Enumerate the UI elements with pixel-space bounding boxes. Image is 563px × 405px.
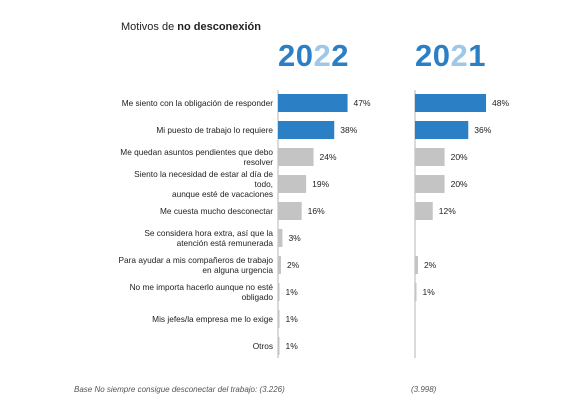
category-label: Mi puesto de trabajo lo requiere bbox=[156, 125, 273, 135]
category-label-line: Para ayudar a mis compañeros de trabajo bbox=[119, 255, 274, 265]
category-label-line: Otros bbox=[253, 341, 273, 351]
category-label: Para ayudar a mis compañeros de trabajo e… bbox=[119, 255, 274, 275]
category-label-line: Me siento con la obligación de responder bbox=[122, 98, 274, 108]
data-label-2022: 47% bbox=[354, 98, 371, 108]
footer-base-2022: Base No siempre consigue desconectar del… bbox=[74, 385, 285, 394]
category-label: Me siento con la obligación de responder bbox=[122, 98, 274, 108]
category-label: Me quedan asuntos pendientes que debo res… bbox=[120, 147, 273, 167]
category-label-line: Siento la necesidad de estar al día de bbox=[134, 169, 273, 179]
bar-2022 bbox=[278, 121, 335, 139]
title-prefix: Motivos de bbox=[121, 21, 178, 33]
category-label: No me importa hacerlo aunque no esté obli… bbox=[130, 282, 274, 302]
data-label-2021: 48% bbox=[492, 98, 509, 108]
data-label-2022: 2% bbox=[287, 260, 300, 270]
bar-2021 bbox=[415, 256, 418, 274]
year-2021-part2: 2 bbox=[450, 38, 469, 73]
year-2022-heading: 2022 bbox=[278, 38, 349, 74]
bar-2021 bbox=[415, 148, 445, 166]
category-label-line: Mis jefes/la empresa me lo exige bbox=[152, 314, 273, 324]
data-label-2022: 1% bbox=[285, 287, 298, 297]
data-label-2021: 12% bbox=[439, 206, 456, 216]
footer-base-2021: (3.998) bbox=[411, 385, 437, 394]
bar-2021 bbox=[415, 94, 487, 112]
bar-2021 bbox=[415, 121, 469, 139]
bar-2021 bbox=[415, 283, 417, 301]
category-label: Siento la necesidad de estar al día de to… bbox=[134, 169, 273, 199]
data-label-2021: 1% bbox=[422, 287, 435, 297]
bar-2022 bbox=[278, 337, 280, 355]
year-2021-part1: 20 bbox=[415, 38, 451, 73]
bar-2022 bbox=[278, 310, 280, 328]
bar-2021 bbox=[415, 202, 433, 220]
title-bold: no desconexión bbox=[177, 21, 261, 33]
bar-2022 bbox=[278, 202, 302, 220]
bar-2021 bbox=[415, 175, 445, 193]
data-label-2021: 20% bbox=[451, 179, 468, 189]
data-label-2022: 16% bbox=[308, 206, 325, 216]
category-label: Mis jefes/la empresa me lo exige bbox=[152, 314, 273, 324]
year-2021-part3: 1 bbox=[468, 38, 486, 73]
category-label-line: aunque esté de vacaciones bbox=[172, 189, 273, 199]
year-2022-part1: 20 bbox=[278, 38, 314, 73]
bar-2022 bbox=[278, 175, 307, 193]
data-label-2021: 36% bbox=[474, 125, 491, 135]
data-label-2022: 1% bbox=[285, 314, 298, 324]
category-label: Se considera hora extra, así que la atenc… bbox=[144, 228, 273, 248]
category-label-line: atención está remunerada bbox=[177, 238, 274, 248]
data-label-2022: 3% bbox=[288, 233, 301, 243]
category-label-line: obligado bbox=[242, 292, 274, 302]
bar-2022 bbox=[278, 256, 281, 274]
data-label-2021: 20% bbox=[451, 152, 468, 162]
bar-2022 bbox=[278, 94, 348, 112]
category-label-line: Mi puesto de trabajo lo requiere bbox=[156, 125, 273, 135]
data-label-2022: 38% bbox=[340, 125, 357, 135]
category-label-line: en alguna urgencia bbox=[202, 265, 273, 275]
data-label-2021: 2% bbox=[424, 260, 437, 270]
category-label-line: resolver bbox=[243, 157, 273, 167]
data-label-2022: 24% bbox=[320, 152, 337, 162]
year-2021-heading: 2021 bbox=[415, 38, 486, 74]
category-label: Otros bbox=[253, 341, 273, 351]
year-2022-part2: 2 bbox=[313, 38, 332, 73]
category-label-line: Se considera hora extra, así que la bbox=[144, 228, 273, 238]
data-label-2022: 1% bbox=[285, 341, 298, 351]
bar-2022 bbox=[278, 229, 283, 247]
chart-title: Motivos de no desconexión bbox=[121, 21, 261, 33]
category-label: Me cuesta mucho desconectar bbox=[160, 206, 273, 216]
bar-2022 bbox=[278, 148, 314, 166]
category-label-line: Me cuesta mucho desconectar bbox=[160, 206, 273, 216]
data-label-2022: 19% bbox=[312, 179, 329, 189]
category-label-line: todo, bbox=[255, 179, 273, 189]
year-2022-part3: 2 bbox=[331, 38, 349, 73]
category-label-line: No me importa hacerlo aunque no esté bbox=[130, 282, 274, 292]
category-label-line: Me quedan asuntos pendientes que debo bbox=[120, 147, 273, 157]
bar-2022 bbox=[278, 283, 280, 301]
